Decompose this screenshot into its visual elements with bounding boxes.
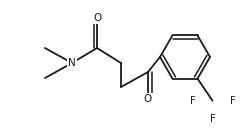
Text: F: F <box>189 96 195 106</box>
Text: F: F <box>210 114 215 124</box>
Text: N: N <box>68 58 76 68</box>
Text: O: O <box>93 13 101 23</box>
Text: F: F <box>230 96 236 106</box>
Text: F: F <box>230 96 236 106</box>
Text: N: N <box>68 58 76 68</box>
Text: F: F <box>189 96 195 106</box>
Text: F: F <box>210 114 215 124</box>
Text: O: O <box>93 13 101 23</box>
Text: O: O <box>144 94 152 104</box>
Text: O: O <box>144 94 152 104</box>
